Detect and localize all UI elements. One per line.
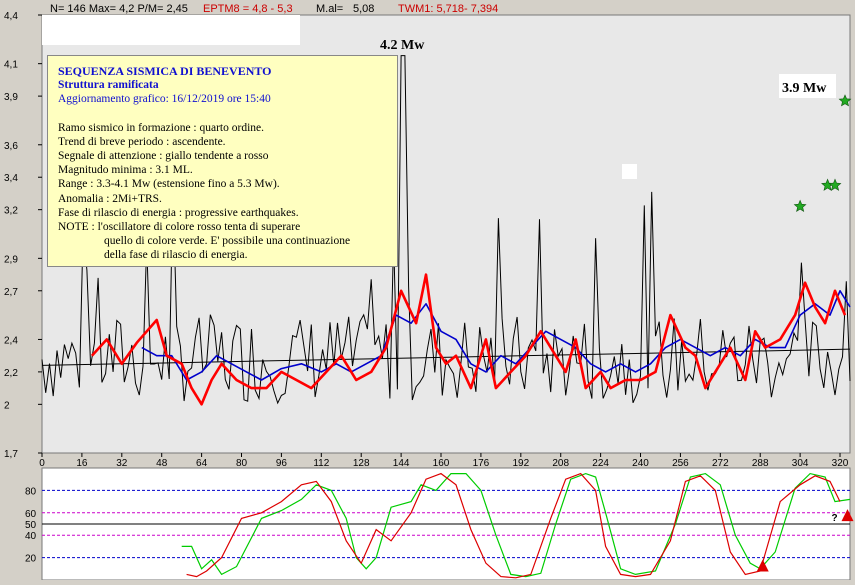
y-tick-label: 3,4 — [4, 173, 18, 184]
info-line: Magnitudo minima : 3.1 ML. — [58, 164, 193, 177]
x-tick-label: 272 — [712, 458, 729, 469]
info-line-indented: della fase di rilascio di energia. — [104, 249, 248, 262]
header-mal-value: 5,08 — [353, 3, 374, 15]
oscillator-reference-lines — [42, 489, 850, 559]
annotation-3-9-mw-box — [779, 74, 836, 98]
x-tick-label: 192 — [512, 458, 529, 469]
green_oscillator-line — [181, 472, 851, 578]
info-line: Ramo sismico in formazione : quarto ordi… — [58, 121, 264, 134]
info-line: Segnale di attenzione : giallo tendente … — [58, 150, 269, 163]
oscillator-y-tick-label: 50 — [25, 520, 37, 531]
star-marker — [793, 199, 807, 212]
oscillator-series-group — [181, 472, 851, 579]
oscillator-markers-group: ? — [756, 509, 854, 572]
x-tick-label: 160 — [433, 458, 450, 469]
x-tick-label: 128 — [353, 458, 370, 469]
info-title: SEQUENZA SISMICA DI BENEVENTO — [58, 64, 272, 78]
triangle-marker — [841, 509, 854, 522]
x-tick-label: 16 — [76, 458, 88, 469]
x-tick-label: 96 — [276, 458, 288, 469]
red-average-group — [90, 273, 847, 406]
x-tick-label: 256 — [672, 458, 689, 469]
main-x-axis: 0 16 32 48 64 80 96 112 128 144 160 176 192 208 224 240… — [39, 453, 849, 469]
star-marker — [838, 94, 852, 107]
x-tick-label: 32 — [116, 458, 128, 469]
oscillator-y-tick-label: 60 — [25, 509, 37, 520]
oscillator-y-tick-label: 40 — [25, 531, 37, 542]
header-strip — [0, 0, 855, 14]
x-tick-label: 176 — [473, 458, 490, 469]
x-tick-label: 80 — [236, 458, 248, 469]
x-tick-label: 0 — [39, 458, 45, 469]
status-strip — [0, 580, 855, 585]
info-line: NOTE : l'oscillatore di colore rosso ten… — [58, 221, 301, 234]
y-tick-label: 3,9 — [4, 92, 18, 103]
x-tick-label: 288 — [752, 458, 769, 469]
marker-label: ? — [832, 513, 838, 524]
x-tick-label: 304 — [792, 458, 809, 469]
x-tick-label: 240 — [632, 458, 649, 469]
oscillator-y-tick-label: 20 — [25, 554, 37, 565]
header-mal-label: M.al= — [316, 3, 343, 15]
info-update: Aggiornamento grafico: 16/12/2019 ore 15… — [58, 93, 271, 106]
main-plot-white-patch — [42, 15, 300, 45]
y-tick-label: 3,6 — [4, 141, 18, 152]
x-tick-label: 112 — [313, 458, 329, 469]
red-average-line — [90, 273, 847, 406]
oscillator-y-tick-label: 80 — [25, 486, 37, 497]
x-tick-label: 64 — [196, 458, 208, 469]
y-tick-label: 1,7 — [4, 449, 18, 460]
x-tick-label: 224 — [592, 458, 609, 469]
blue-average-group — [141, 290, 851, 381]
info-subtitle: Struttura ramificata — [58, 79, 159, 92]
info-line: Trend di breve periodo : ascendente. — [58, 135, 226, 148]
y-tick-label: 4,1 — [4, 60, 18, 71]
header-stats: N= 146 Max= 4,2 P/M= 2,45 — [50, 3, 188, 15]
header-eptm: EPTM8 = 4,8 - 5,3 — [203, 3, 293, 15]
star-marker — [828, 178, 842, 191]
annotation-4-2-mw: 4.2 Mw — [380, 38, 425, 53]
triangle-marker — [756, 559, 769, 572]
info-line: Fase di rilascio di energia : progressiv… — [58, 206, 299, 219]
info-spacer — [58, 107, 397, 121]
header-twm: TWM1: 5,718- 7,394 — [398, 3, 498, 15]
info-line: Range : 3.3-4.1 Mw (estensione fino a 5.… — [58, 178, 280, 191]
x-tick-label: 320 — [832, 458, 849, 469]
blue-average-line — [141, 290, 851, 381]
star-markers-group — [793, 94, 852, 212]
red_oscillator-line — [186, 472, 841, 579]
annotation-3-9-mw: 3.9 Mw — [782, 81, 827, 96]
x-tick-label: 48 — [156, 458, 168, 469]
main-y-axis: 1,7 2 2,2 2,4 2,7 2,9 3,2 3,4 3,6 3,9 4,1 4,4 — [4, 11, 42, 460]
y-tick-label: 2,7 — [4, 287, 18, 298]
y-tick-label: 2,4 — [4, 335, 18, 346]
info-box: SEQUENZA SISMICA DI BENEVENTO Struttura … — [47, 55, 398, 267]
y-tick-label: 2,9 — [4, 254, 18, 265]
y-tick-label: 3,2 — [4, 206, 18, 217]
info-line-indented: quello di colore verde. E' possibile una… — [104, 235, 351, 248]
x-tick-label: 144 — [393, 458, 410, 469]
y-tick-label: 4,4 — [4, 11, 18, 22]
x-tick-label: 208 — [552, 458, 569, 469]
main-plot-white-marker — [622, 164, 637, 179]
y-tick-label: 2,2 — [4, 368, 18, 379]
y-tick-label: 2 — [4, 400, 10, 411]
info-line: Anomalia : 2Mi+TRS. — [58, 192, 162, 205]
